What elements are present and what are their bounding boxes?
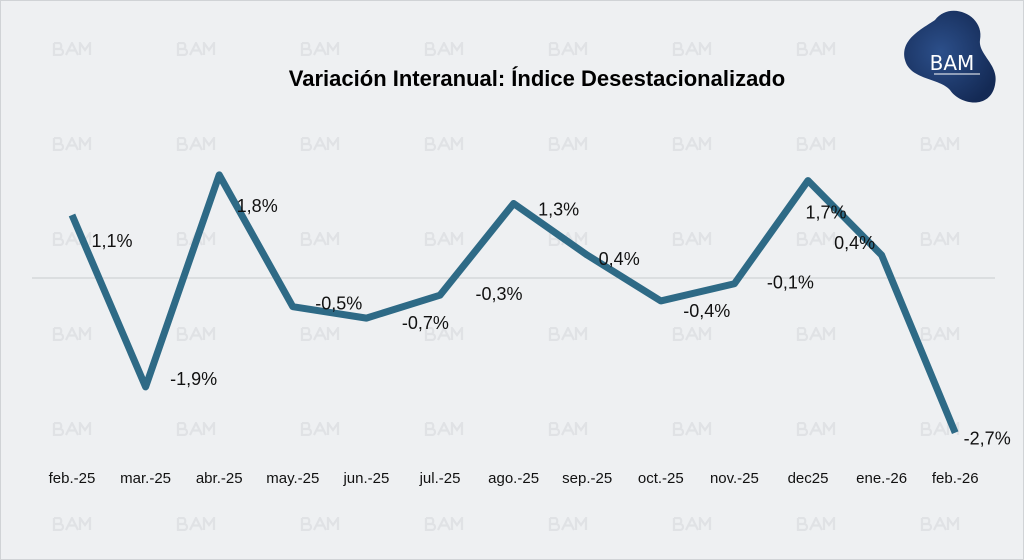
watermark-mark [176,422,216,436]
watermark-mark [52,137,92,151]
watermark-mark [424,517,464,531]
x-tick-label: nov.-25 [710,470,759,487]
x-tick-label: feb.-26 [932,470,979,487]
chart-title: Variación Interanual: Índice Desestacion… [289,66,785,91]
watermark-mark [672,422,712,436]
watermark-mark [672,42,712,56]
x-tick-label: may.-25 [266,470,319,487]
watermark-mark [424,137,464,151]
watermark-mark [796,517,836,531]
logo: BAM [904,10,996,103]
x-tick-label: jul.-25 [419,470,461,487]
data-label: -1,9% [170,369,217,389]
x-tick-label: sep.-25 [562,470,612,487]
watermark-mark [796,137,836,151]
watermark-mark [672,517,712,531]
watermark-mark [300,327,340,341]
watermark-mark [52,327,92,341]
watermark-mark [52,42,92,56]
watermark-mark [548,422,588,436]
watermark-mark [796,422,836,436]
data-label: 1,8% [237,196,278,216]
data-label: 1,3% [538,200,579,220]
watermark-mark [672,232,712,246]
data-label: -0,3% [475,284,522,304]
watermark-mark [52,517,92,531]
watermark-mark [424,422,464,436]
watermark-mark [548,137,588,151]
watermark-mark [176,327,216,341]
x-tick-label: feb.-25 [49,470,96,487]
watermark-mark [796,42,836,56]
watermark-mark [796,327,836,341]
watermark-mark [424,232,464,246]
data-label: -0,1% [767,273,814,293]
data-label: 1,7% [805,203,846,223]
data-label: -2,7% [964,429,1011,449]
data-label: -0,7% [402,313,449,333]
data-label: 1,1% [91,231,132,251]
data-label: 0,4% [834,233,875,253]
watermark-mark [796,232,836,246]
x-tick-label: dec25 [788,470,829,487]
watermark-mark [300,422,340,436]
watermark-mark [672,327,712,341]
x-tick-label: ago.-25 [488,470,539,487]
watermark-mark [176,517,216,531]
watermark-mark [300,232,340,246]
x-tick-label: jun.-25 [342,470,389,487]
watermark-mark [548,42,588,56]
x-tick-label: mar.-25 [120,470,171,487]
x-tick-label: oct.-25 [638,470,684,487]
watermark-mark [52,422,92,436]
watermark-mark [424,42,464,56]
data-label: -0,5% [315,294,362,314]
watermark-mark [300,42,340,56]
watermark-mark [920,137,960,151]
logo-blob [904,10,996,103]
watermark-mark [548,517,588,531]
x-tick-label: abr.-25 [196,470,243,487]
watermark-mark [920,327,960,341]
series-line [68,171,959,435]
data-label: -0,4% [683,301,730,321]
x-tick-label: ene.-26 [856,470,907,487]
data-label: 0,4% [599,249,640,269]
watermark-mark [672,137,712,151]
watermark-mark [920,517,960,531]
watermark-mark [300,137,340,151]
logo-text: BAM [930,51,975,75]
watermark-mark [176,137,216,151]
watermark-mark [548,327,588,341]
watermark-mark [920,232,960,246]
watermark-mark [176,42,216,56]
watermark-mark [300,517,340,531]
